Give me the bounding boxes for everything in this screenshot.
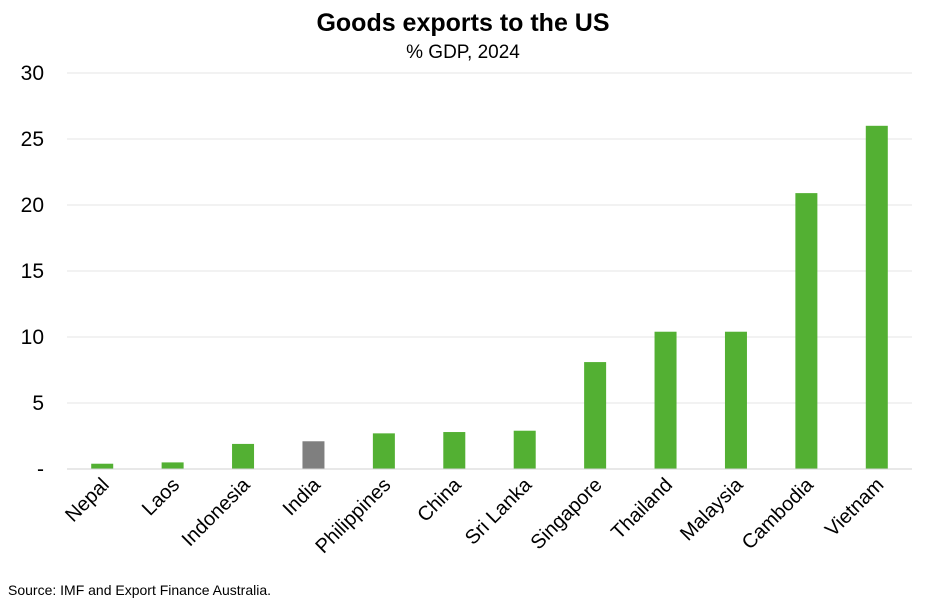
x-tick-label: Cambodia — [738, 473, 819, 554]
source-note: Source: IMF and Export Finance Australia… — [8, 582, 271, 598]
x-tick-label: Thailand — [607, 474, 677, 544]
x-tick-label: Philippines — [311, 474, 395, 558]
bar-thailand — [654, 331, 677, 469]
y-tick-label: 25 — [21, 128, 44, 151]
x-tick-label: Indonesia — [178, 473, 256, 551]
bars — [91, 125, 888, 470]
gridlines — [67, 72, 912, 404]
x-tick-label: Singapore — [527, 474, 607, 554]
x-tick-label: Malaysia — [676, 473, 748, 545]
bar-philippines — [372, 433, 395, 469]
x-tick-label: Sri Lanka — [461, 473, 537, 549]
bar-china — [443, 432, 466, 469]
y-tick-label: 20 — [21, 194, 44, 217]
chart-subtitle: % GDP, 2024 — [406, 42, 520, 63]
bar-sri-lanka — [513, 430, 536, 469]
bar-malaysia — [724, 331, 747, 469]
bar-vietnam — [865, 125, 888, 470]
chart-title: Goods exports to the US — [316, 9, 609, 37]
y-tick-label: - — [37, 458, 44, 481]
x-tick-label: Laos — [138, 474, 184, 520]
y-tick-label: 15 — [21, 260, 44, 283]
x-tick-label: Vietnam — [821, 474, 888, 541]
bar-nepal — [91, 463, 114, 469]
bar-singapore — [584, 362, 607, 469]
y-tick-label: 5 — [32, 392, 44, 415]
y-axis-ticks: - 5 10 15 20 25 30 — [21, 62, 44, 481]
x-tick-label: China — [413, 473, 466, 526]
y-tick-label: 10 — [21, 326, 44, 349]
y-tick-label: 30 — [21, 62, 44, 85]
x-tick-label: India — [279, 473, 326, 520]
bar-cambodia — [795, 193, 818, 469]
bar-laos — [161, 462, 184, 469]
x-tick-label: Nepal — [61, 474, 114, 527]
bar-indonesia — [232, 443, 255, 469]
bar-india — [302, 441, 325, 469]
